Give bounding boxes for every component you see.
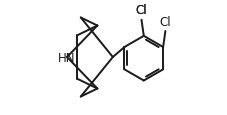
Text: Cl: Cl	[135, 4, 147, 17]
Text: HN: HN	[58, 51, 75, 64]
Text: Cl: Cl	[135, 4, 147, 17]
Text: Cl: Cl	[159, 15, 170, 28]
